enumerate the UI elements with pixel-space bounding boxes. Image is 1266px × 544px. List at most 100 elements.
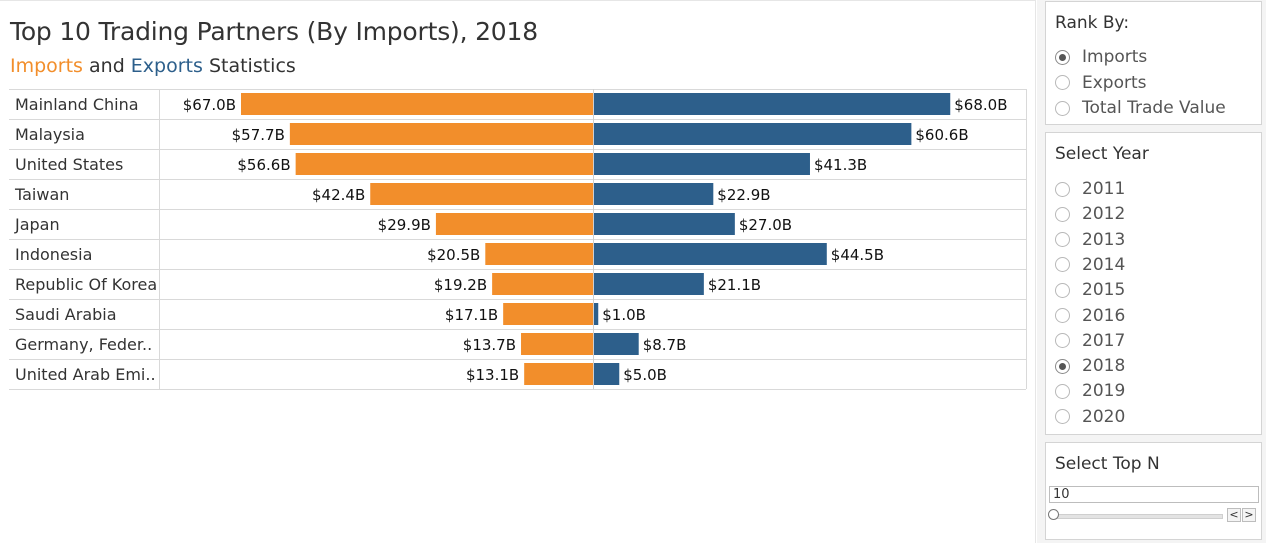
rank-by-option-label: Total Trade Value — [1082, 98, 1226, 118]
butterfly-bar-chart: Mainland China $67.0B $68.0B Malaysia $57.7B… — [9, 89, 1027, 390]
year-option-label: 2017 — [1082, 330, 1126, 351]
year-option-label: 2015 — [1082, 280, 1126, 301]
subtitle-imports-legend: Imports — [10, 55, 83, 77]
year-option-2013[interactable]: 2013 — [1055, 229, 1125, 251]
imports-data-label: $19.2B — [434, 276, 487, 294]
imports-bar — [521, 333, 593, 355]
year-option-2012[interactable]: 2012 — [1055, 203, 1125, 225]
year-option-label: 2020 — [1082, 406, 1126, 427]
exports-bar — [593, 93, 951, 115]
imports-bar — [524, 363, 593, 385]
year-option-2014[interactable]: 2014 — [1055, 254, 1125, 276]
radio-button-icon[interactable] — [1055, 75, 1070, 90]
chart-subtitle: Imports and Exports Statistics — [10, 55, 296, 77]
exports-data-label: $41.3B — [814, 156, 867, 174]
exports-bar — [593, 123, 912, 145]
rank-by-filter: Rank By: Imports Exports Total Trade Value — [1045, 1, 1262, 125]
top-n-slider-track[interactable] — [1051, 514, 1223, 519]
category-label: Malaysia — [15, 125, 85, 144]
chart-title: Top 10 Trading Partners (By Imports), 20… — [10, 17, 538, 46]
exports-bar — [593, 363, 620, 385]
year-option-2019[interactable]: 2019 — [1055, 380, 1125, 402]
year-option-2017[interactable]: 2017 — [1055, 330, 1125, 352]
imports-bar — [485, 243, 593, 265]
radio-button-icon[interactable] — [1055, 308, 1070, 323]
filter-sidebar: Rank By: Imports Exports Total Trade Value… — [1037, 0, 1266, 543]
select-year-title: Select Year — [1055, 144, 1149, 164]
chart-pane: Top 10 Trading Partners (By Imports), 20… — [0, 0, 1036, 543]
top-n-input[interactable]: 10 — [1049, 486, 1259, 503]
rank-by-title: Rank By: — [1055, 13, 1130, 33]
year-option-2011[interactable]: 2011 — [1055, 178, 1125, 200]
radio-button-icon[interactable] — [1055, 232, 1070, 248]
imports-bar — [435, 213, 593, 235]
subtitle-exports-legend: Exports — [130, 55, 203, 77]
category-label: Saudi Arabia — [15, 305, 117, 324]
exports-data-label: $27.0B — [739, 216, 792, 234]
exports-bar — [593, 243, 827, 265]
rank-by-option-exports[interactable]: Exports — [1055, 72, 1147, 94]
rank-by-option-label: Exports — [1082, 72, 1147, 93]
rank-by-option-label: Imports — [1082, 47, 1148, 67]
category-label: Mainland China — [15, 95, 139, 114]
year-option-2016[interactable]: 2016 — [1055, 305, 1125, 327]
imports-bar — [241, 93, 593, 115]
radio-button-icon[interactable] — [1055, 257, 1070, 273]
year-option-2015[interactable]: 2015 — [1055, 279, 1125, 301]
category-label: Taiwan — [14, 185, 69, 204]
radio-button-icon[interactable] — [1055, 181, 1070, 197]
year-option-label: 2019 — [1082, 381, 1126, 402]
category-label: Japan — [14, 215, 60, 234]
year-option-2020[interactable]: 2020 — [1055, 406, 1125, 428]
year-option-label: 2012 — [1082, 204, 1126, 225]
radio-button-icon[interactable] — [1055, 383, 1070, 399]
imports-data-label: $13.1B — [466, 366, 519, 384]
radio-button-icon[interactable] — [1055, 333, 1070, 349]
radio-button-icon[interactable] — [1055, 409, 1070, 425]
rank-by-option-total-trade-value[interactable]: Total Trade Value — [1055, 97, 1226, 119]
exports-data-label: $1.0B — [602, 306, 646, 324]
radio-button-icon[interactable] — [1055, 49, 1070, 65]
top-n-increment-button[interactable]: > — [1242, 508, 1256, 522]
exports-bar — [593, 153, 810, 175]
exports-bar — [593, 273, 704, 295]
year-option-label: 2016 — [1082, 305, 1126, 326]
exports-bar — [593, 213, 735, 235]
imports-data-label: $20.5B — [427, 246, 480, 264]
rank-by-option-imports[interactable]: Imports — [1055, 46, 1147, 68]
imports-bar — [289, 123, 593, 145]
imports-data-label: $29.9B — [378, 216, 431, 234]
exports-data-label: $21.1B — [708, 276, 761, 294]
exports-data-label: $22.9B — [717, 186, 770, 204]
year-option-label: 2014 — [1082, 254, 1126, 275]
imports-bar — [492, 273, 593, 295]
top-n-decrement-button[interactable]: < — [1227, 508, 1241, 522]
radio-button-icon[interactable] — [1055, 206, 1070, 222]
exports-data-label: $5.0B — [623, 366, 667, 384]
exports-data-label: $8.7B — [643, 336, 687, 354]
radio-button-icon[interactable] — [1055, 358, 1070, 374]
imports-data-label: $17.1B — [445, 306, 498, 324]
imports-bar — [503, 303, 593, 325]
category-label: Indonesia — [15, 245, 92, 264]
category-label: United States — [15, 155, 123, 174]
radio-button-icon[interactable] — [1055, 100, 1070, 116]
imports-data-label: $13.7B — [463, 336, 516, 354]
category-label: Germany, Feder.. — [15, 335, 152, 354]
exports-data-label: $68.0B — [954, 96, 1007, 114]
imports-bar — [295, 153, 593, 175]
exports-bar — [593, 333, 639, 355]
year-option-label: 2011 — [1082, 179, 1126, 199]
imports-data-label: $57.7B — [232, 126, 285, 144]
radio-button-icon[interactable] — [1055, 282, 1070, 298]
year-option-2018[interactable]: 2018 — [1055, 355, 1125, 377]
category-label: United Arab Emi.. — [15, 365, 156, 384]
subtitle-and-text: and — [82, 55, 131, 77]
top-n-slider-thumb[interactable] — [1048, 509, 1059, 520]
imports-data-label: $42.4B — [312, 186, 365, 204]
exports-bar — [593, 183, 714, 205]
select-top-n-filter: Select Top N 10 < > — [1045, 442, 1262, 540]
imports-data-label: $56.6B — [237, 156, 290, 174]
exports-bar — [593, 303, 599, 325]
